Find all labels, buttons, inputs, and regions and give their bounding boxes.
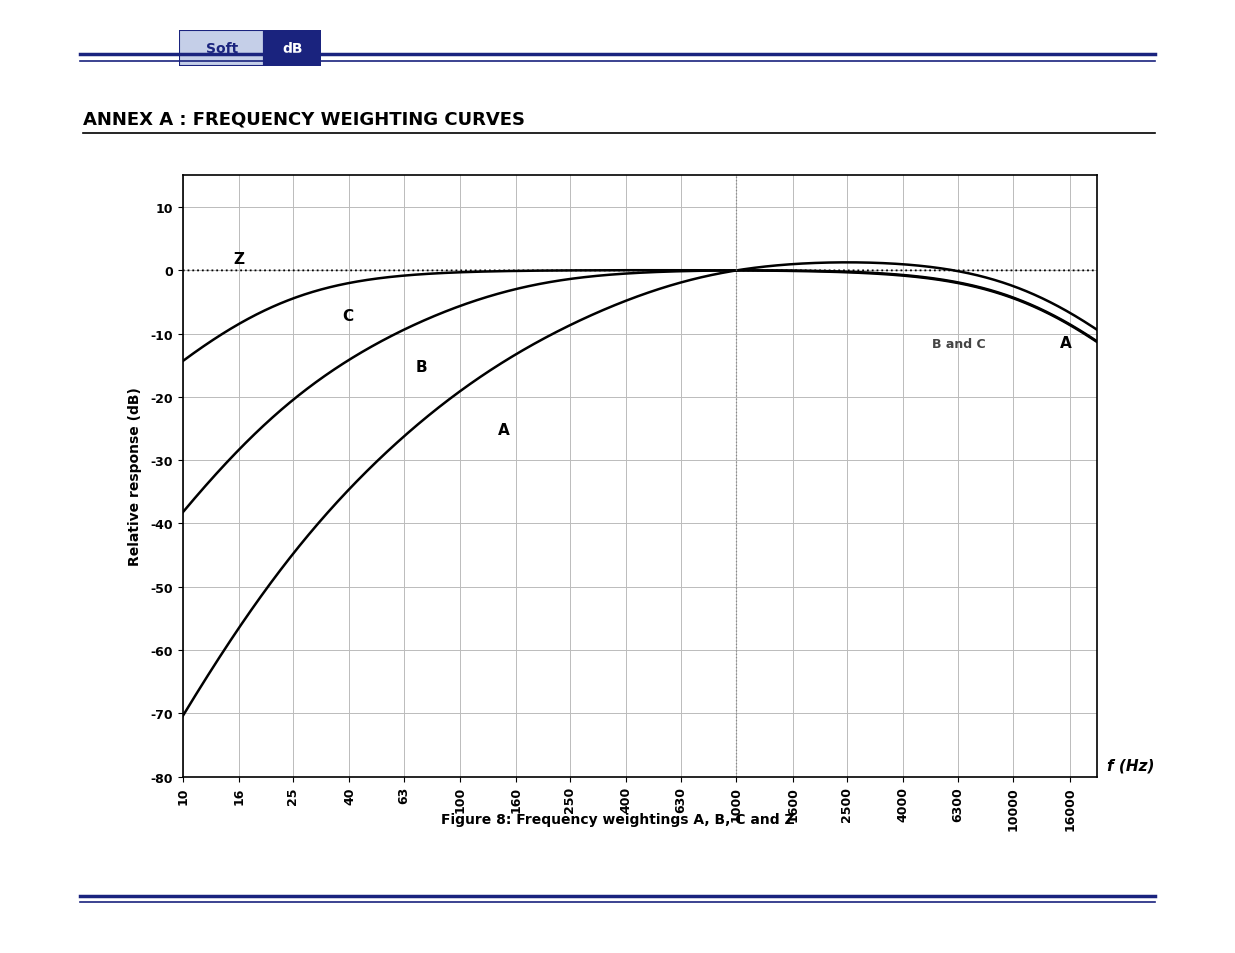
Text: ANNEX A : FREQUENCY WEIGHTING CURVES: ANNEX A : FREQUENCY WEIGHTING CURVES: [83, 111, 525, 128]
Text: B and C: B and C: [932, 337, 986, 351]
Text: A: A: [498, 422, 510, 437]
Text: f (Hz): f (Hz): [1107, 758, 1153, 773]
Text: Soft: Soft: [205, 42, 238, 55]
Text: Figure 8: Frequency weightings A, B, C and Z: Figure 8: Frequency weightings A, B, C a…: [441, 813, 794, 826]
Y-axis label: Relative response (dB): Relative response (dB): [128, 387, 142, 566]
Bar: [264, 30, 321, 67]
Bar: [179, 30, 264, 67]
Text: B: B: [416, 359, 427, 375]
Text: A: A: [1060, 335, 1072, 351]
Text: Z: Z: [233, 252, 245, 266]
Text: C: C: [342, 309, 354, 323]
Text: dB: dB: [283, 42, 303, 55]
